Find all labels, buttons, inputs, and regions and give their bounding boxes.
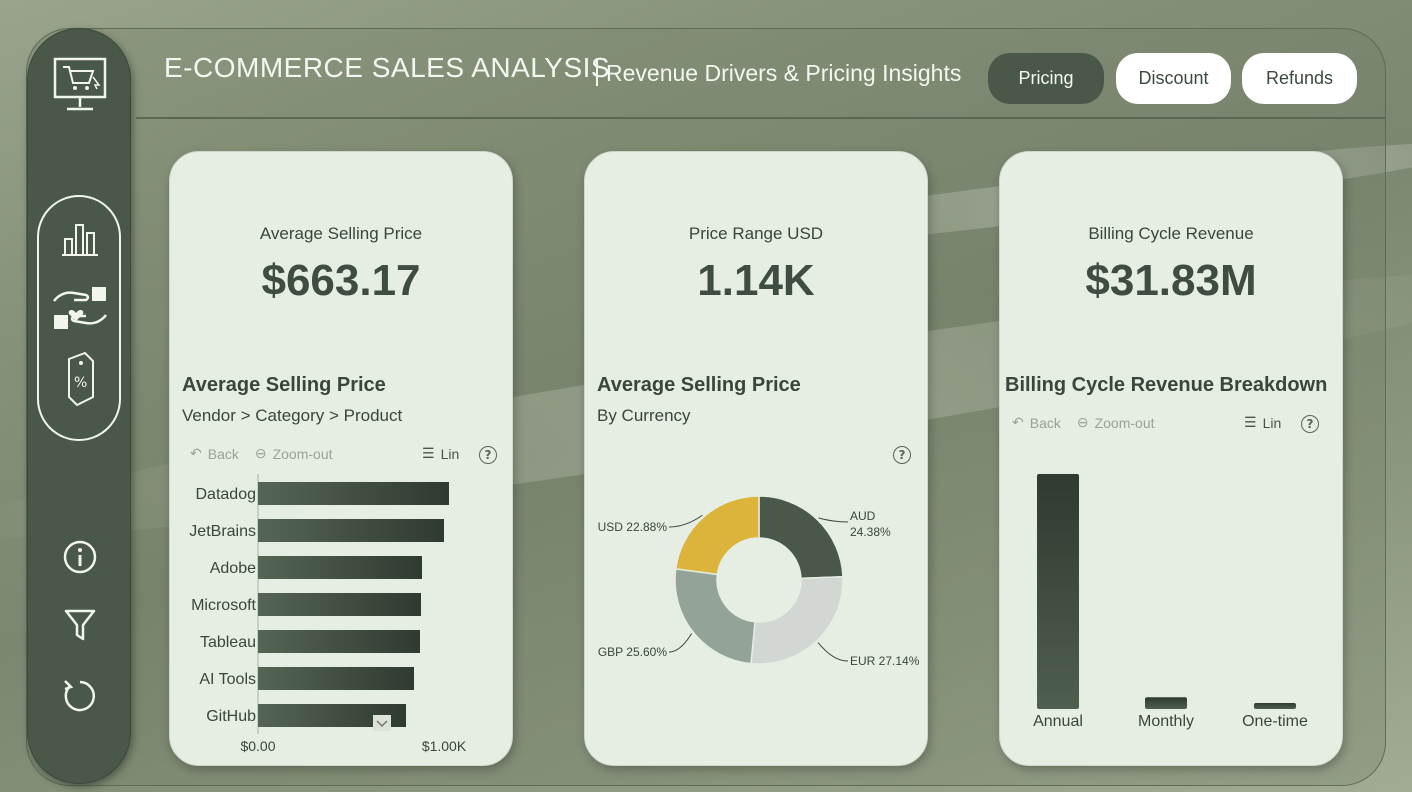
category-label: JetBrains — [189, 523, 256, 540]
slice-gbp[interactable] — [674, 568, 756, 665]
bar-jetbrains[interactable] — [258, 519, 444, 542]
sidebar: % — [27, 28, 131, 784]
back-button[interactable]: Back — [1029, 414, 1061, 431]
bar-tableau[interactable] — [258, 630, 420, 653]
slice-label: EUR 27.14% — [850, 654, 920, 668]
chart-subtitle: Vendor > Category > Product — [182, 406, 403, 425]
list-icon: ☰ — [1244, 414, 1257, 430]
slice-aud[interactable] — [758, 495, 844, 580]
bar-annual[interactable] — [1037, 474, 1079, 709]
info-icon[interactable] — [28, 539, 132, 575]
chart-title: Average Selling Price — [182, 374, 386, 396]
tab-discount[interactable]: Discount — [1116, 53, 1231, 104]
back-icon[interactable]: ↶ — [190, 445, 202, 461]
leader-line — [668, 633, 693, 653]
tab-pricing[interactable]: Pricing — [988, 53, 1104, 104]
help-icon[interactable]: ? — [1301, 415, 1319, 433]
chart-title: Average Selling Price — [597, 374, 801, 396]
help-icon[interactable]: ? — [479, 446, 497, 464]
lin-toggle[interactable]: ☰ Lin — [1244, 414, 1281, 431]
chart-toolbar: ↶ Back ⊖ Zoom-out — [190, 445, 333, 462]
help-icon[interactable]: ? — [893, 446, 911, 464]
slice-label: AUD — [850, 509, 876, 523]
card-avg-selling-price: Average Selling Price $663.17 Average Se… — [169, 151, 513, 766]
leader-line — [818, 517, 849, 523]
bar-chart-icon[interactable] — [28, 221, 132, 257]
category-label: Microsoft — [191, 597, 256, 614]
x-tick-label: $1.00K — [422, 738, 467, 754]
chart-toolbar: ↶ Back ⊖ Zoom-out — [1012, 414, 1155, 431]
category-label: Annual — [1033, 713, 1083, 730]
slice-label: GBP 25.60% — [598, 645, 667, 659]
back-button[interactable]: Back — [207, 445, 239, 462]
chart-title: Billing Cycle Revenue Breakdown — [1005, 374, 1328, 396]
lin-label: Lin — [1262, 414, 1282, 431]
card-price-range: Price Range USD 1.14K Average Selling Pr… — [584, 151, 928, 766]
category-label: Adobe — [210, 560, 256, 577]
filter-icon[interactable] — [28, 607, 132, 643]
kpi-value: $663.17 — [261, 256, 421, 305]
kpi-label: Billing Cycle Revenue — [1088, 224, 1254, 243]
scroll-handle[interactable] — [373, 715, 391, 731]
category-label: One-time — [1242, 713, 1308, 730]
bar-datadog[interactable] — [258, 482, 449, 505]
kpi-label: Average Selling Price — [259, 224, 423, 243]
bar-adobe[interactable] — [258, 556, 422, 579]
back-icon[interactable]: ↶ — [1012, 414, 1024, 430]
vendor-bar-chart: Datadog JetBrains Adobe Microsoft Tableau AI … — [189, 474, 467, 754]
category-label: Datadog — [196, 486, 257, 503]
category-label: GitHub — [206, 708, 256, 725]
zoom-out-button[interactable]: Zoom-out — [272, 445, 333, 462]
svg-text:%: % — [74, 375, 87, 391]
price-tag-icon[interactable]: % — [28, 351, 132, 407]
hands-heart-icon[interactable] — [28, 283, 132, 333]
currency-donut-chart: AUD 24.38% EUR 27.14% GBP 25.60% USD 22.88% — [598, 495, 920, 668]
slice-usd[interactable] — [674, 495, 760, 576]
zoom-out-icon[interactable]: ⊖ — [254, 445, 267, 461]
tab-refunds[interactable]: Refunds — [1242, 53, 1357, 104]
zoom-out-button[interactable]: Zoom-out — [1094, 414, 1155, 431]
card-billing-cycle: Billing Cycle Revenue $31.83M Billing Cy… — [999, 151, 1343, 766]
page-title: E-COMMERCE SALES ANALYSIS — [164, 52, 611, 83]
kpi-label: Price Range USD — [688, 224, 824, 243]
category-label: Tableau — [200, 634, 256, 651]
bar-microsoft[interactable] — [258, 593, 421, 616]
zoom-out-icon[interactable]: ⊖ — [1076, 414, 1089, 430]
leader-line — [817, 642, 849, 662]
kpi-value: 1.14K — [697, 256, 815, 305]
bar-github[interactable] — [258, 704, 406, 727]
slice-label: USD 22.88% — [598, 520, 668, 534]
slice-eur[interactable] — [750, 575, 844, 665]
bar-monthly[interactable] — [1145, 697, 1187, 709]
category-label: AI Tools — [199, 671, 256, 688]
chart-subtitle: By Currency — [597, 406, 691, 425]
monitor-cart-icon[interactable] — [28, 57, 132, 113]
category-label: Monthly — [1138, 713, 1194, 730]
page-subtitle: Revenue Drivers & Pricing Insights — [606, 60, 962, 86]
lin-toggle[interactable]: ☰ Lin — [422, 445, 459, 462]
header-underline — [136, 117, 1386, 119]
lin-label: Lin — [440, 445, 460, 462]
nav-pill — [37, 195, 121, 441]
x-tick-label: $0.00 — [240, 738, 275, 754]
leader-line — [668, 514, 703, 528]
header-divider — [596, 58, 598, 86]
bar-ai-tools[interactable] — [258, 667, 414, 690]
chevron-down-icon — [376, 720, 388, 728]
slice-value: 24.38% — [850, 525, 891, 539]
bar-one-time[interactable] — [1254, 703, 1296, 709]
kpi-value: $31.83M — [1085, 256, 1257, 305]
reset-icon[interactable] — [28, 677, 132, 715]
list-icon: ☰ — [422, 445, 435, 461]
billing-bar-chart: Annual Monthly One-time — [1033, 474, 1308, 730]
